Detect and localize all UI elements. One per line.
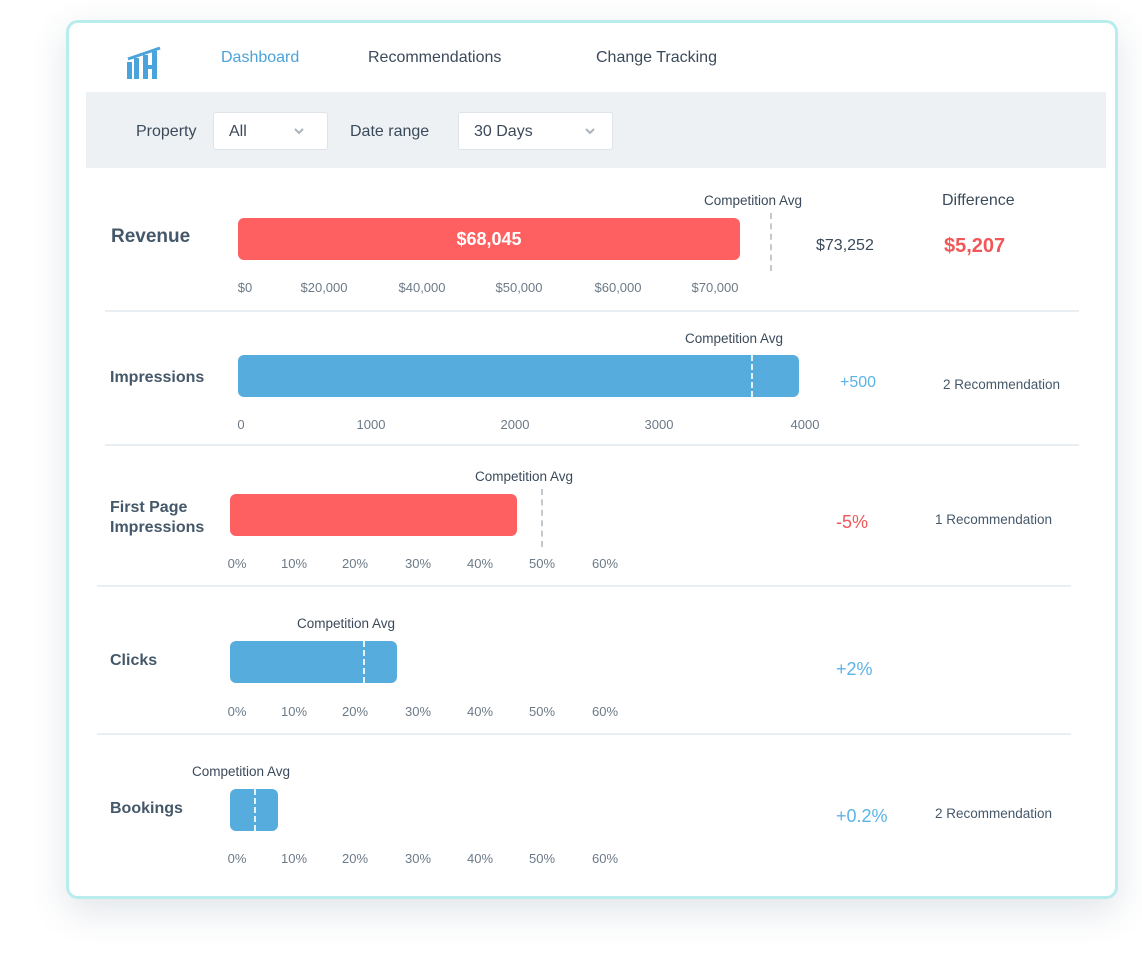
impressions-bar[interactable] xyxy=(238,355,799,397)
first-page-recommendation-link[interactable]: 1 Recommendation xyxy=(935,512,1053,527)
nav-dashboard[interactable]: Dashboard xyxy=(221,49,300,66)
bookings-tick: 20% xyxy=(341,851,369,866)
property-select-value: All xyxy=(229,123,247,140)
revenue-bar[interactable]: $68,045 xyxy=(238,218,740,260)
clicks-tick: 40% xyxy=(466,704,494,719)
bookings-tick: 10% xyxy=(280,851,308,866)
impressions-tick: 3000 xyxy=(644,417,674,432)
revenue-competition-label: Competition Avg xyxy=(704,193,803,208)
revenue-bar-value: $68,045 xyxy=(456,229,522,249)
dashboard-card: Dashboard Recommendations Change Trackin… xyxy=(66,20,1118,899)
first-page-competition-label: Competition Avg xyxy=(475,469,574,484)
filter-bar: Property All Date range 30 Days xyxy=(86,92,1106,168)
bookings-tick: 60% xyxy=(591,851,619,866)
revenue-tick: $40,000 xyxy=(398,280,446,295)
impressions-tick: 1000 xyxy=(356,417,386,432)
revenue-label: Revenue xyxy=(111,226,191,247)
chevron-down-icon xyxy=(585,128,595,135)
nav-recommendations[interactable]: Recommendations xyxy=(368,49,502,66)
clicks-difference: +2% xyxy=(836,659,873,679)
clicks-competition-marker xyxy=(363,641,365,683)
bookings-recommendation-link[interactable]: 2 Recommendation xyxy=(935,806,1053,821)
bookings-tick: 0% xyxy=(227,851,247,866)
date-range-label: Date range xyxy=(350,123,430,140)
property-label: Property xyxy=(136,123,197,140)
impressions-competition-marker xyxy=(751,355,753,397)
bookings-tick: 50% xyxy=(528,851,556,866)
first-page-tick: 0% xyxy=(227,556,247,571)
first-page-tick: 40% xyxy=(466,556,494,571)
clicks-tick: 20% xyxy=(341,704,369,719)
clicks-bar[interactable] xyxy=(230,641,397,683)
bookings-tick: 30% xyxy=(404,851,432,866)
impressions-tick: 2000 xyxy=(500,417,530,432)
bookings-competition-marker xyxy=(254,789,256,831)
impressions-tick: 0 xyxy=(237,417,245,432)
row-divider xyxy=(105,310,1079,312)
revenue-competition-value: $73,252 xyxy=(816,237,874,254)
first-page-label-line1: First Page xyxy=(110,499,188,516)
property-select[interactable]: All xyxy=(213,112,328,150)
revenue-difference: $5,207 xyxy=(944,235,1006,257)
nav-change-tracking[interactable]: Change Tracking xyxy=(596,49,717,66)
chevron-down-icon xyxy=(294,128,304,135)
bookings-tick: 40% xyxy=(466,851,494,866)
row-divider xyxy=(105,444,1079,446)
impressions-difference: +500 xyxy=(840,374,877,391)
first-page-label-line2: Impressions xyxy=(110,519,205,536)
first-page-tick: 30% xyxy=(404,556,432,571)
date-range-select[interactable]: 30 Days xyxy=(458,112,613,150)
revenue-tick: $0 xyxy=(237,280,253,295)
row-divider xyxy=(97,585,1071,587)
revenue-tick: $20,000 xyxy=(300,280,348,295)
date-range-select-value: 30 Days xyxy=(474,123,533,140)
app-logo[interactable] xyxy=(124,45,164,81)
first-page-tick: 50% xyxy=(528,556,556,571)
clicks-tick: 10% xyxy=(280,704,308,719)
bookings-difference: +0.2% xyxy=(836,806,888,826)
impressions-tick: 4000 xyxy=(790,417,820,432)
impressions-label: Impressions xyxy=(110,369,205,386)
bookings-label: Bookings xyxy=(110,800,183,817)
revenue-tick: $50,000 xyxy=(495,280,543,295)
clicks-tick: 30% xyxy=(404,704,432,719)
impressions-competition-label: Competition Avg xyxy=(685,331,784,346)
first-page-tick: 60% xyxy=(591,556,619,571)
difference-header: Difference xyxy=(942,192,1015,209)
clicks-label: Clicks xyxy=(110,652,158,669)
clicks-competition-label: Competition Avg xyxy=(297,616,396,631)
first-page-competition-marker xyxy=(541,489,543,547)
first-page-difference: -5% xyxy=(836,512,869,532)
impressions-recommendation-link[interactable]: 2 Recommendation xyxy=(943,377,1061,392)
revenue-tick: $60,000 xyxy=(594,280,642,295)
row-divider xyxy=(97,733,1071,735)
bookings-competition-label: Competition Avg xyxy=(192,764,291,779)
revenue-competition-marker xyxy=(770,213,772,271)
first-page-tick: 20% xyxy=(341,556,369,571)
revenue-tick: $70,000 xyxy=(691,280,739,295)
first-page-bar[interactable] xyxy=(230,494,517,536)
clicks-tick: 60% xyxy=(591,704,619,719)
clicks-tick: 0% xyxy=(227,704,247,719)
clicks-tick: 50% xyxy=(528,704,556,719)
first-page-tick: 10% xyxy=(280,556,308,571)
